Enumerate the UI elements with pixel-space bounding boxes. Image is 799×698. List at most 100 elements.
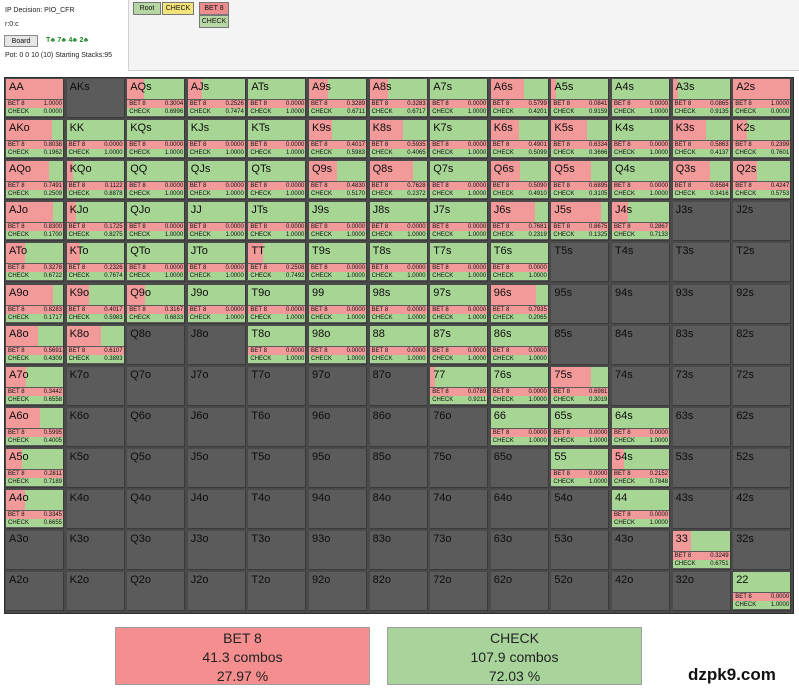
hand-cell[interactable]: QTs BET 8 0.0000 CHECK 1.0000 bbox=[248, 161, 307, 201]
hand-cell[interactable]: K4s BET 8 0.0000 CHECK 1.0000 bbox=[612, 120, 670, 160]
hand-cell[interactable]: 86s BET 8 0.0000 CHECK 1.0000 bbox=[490, 325, 549, 365]
tree-node-check-2[interactable]: CHECK bbox=[199, 15, 229, 28]
check-summary-box[interactable]: CHECK 107.9 combos 72.03 % bbox=[387, 627, 642, 685]
hand-cell[interactable]: K3s BET 8 0.5863 CHECK 0.4137 bbox=[672, 120, 731, 160]
hand-cell[interactable]: 76o bbox=[430, 407, 489, 447]
hand-cell[interactable]: 97s BET 8 0.0000 CHECK 1.0000 bbox=[430, 284, 489, 324]
hand-cell[interactable]: 83s bbox=[672, 325, 731, 365]
hand-cell[interactable]: 88 BET 8 0.0000 CHECK 1.0000 bbox=[369, 325, 428, 365]
hand-cell[interactable]: Q9o BET 8 0.3167 CHECK 0.6833 bbox=[127, 284, 186, 324]
hand-cell[interactable]: A8o BET 8 0.5691 CHECK 0.4309 bbox=[6, 325, 64, 365]
hand-cell[interactable]: 72s bbox=[733, 366, 792, 406]
hand-cell[interactable]: 43s bbox=[672, 490, 731, 529]
hand-cell[interactable]: J2o bbox=[187, 572, 246, 612]
hand-cell[interactable]: 66 BET 8 0.0000 CHECK 1.0000 bbox=[490, 407, 549, 447]
board-button[interactable]: Board bbox=[4, 35, 38, 47]
hand-cell[interactable]: QJs BET 8 0.0000 CHECK 1.0000 bbox=[187, 161, 246, 201]
hand-cell[interactable]: T2s bbox=[733, 243, 792, 283]
hand-cell[interactable]: A3s BET 8 0.0865 CHECK 0.9135 bbox=[672, 79, 731, 118]
hand-cell[interactable]: T7s BET 8 0.0000 CHECK 1.0000 bbox=[430, 243, 489, 283]
hand-cell[interactable]: K8o BET 8 0.6107 CHECK 0.3893 bbox=[66, 325, 125, 365]
hand-cell[interactable]: 94o bbox=[309, 490, 367, 529]
hand-cell[interactable]: T4s bbox=[612, 243, 670, 283]
hand-cell[interactable]: A2s BET 8 1.0000 CHECK 0.0000 bbox=[733, 79, 792, 118]
hand-cell[interactable]: Q3o bbox=[127, 531, 186, 571]
hand-cell[interactable]: J4o bbox=[187, 490, 246, 529]
hand-cell[interactable]: K2s BET 8 0.2399 CHECK 0.7601 bbox=[733, 120, 792, 160]
hand-cell[interactable]: A5s BET 8 0.0841 CHECK 0.9159 bbox=[551, 79, 610, 118]
hand-cell[interactable]: Q7o bbox=[127, 366, 186, 406]
hand-cell[interactable]: T5s bbox=[551, 243, 610, 283]
hand-cell[interactable]: J5s BET 8 0.8675 CHECK 0.1325 bbox=[551, 202, 610, 242]
hand-cell[interactable]: 96s BET 8 0.7935 CHECK 0.2065 bbox=[490, 284, 549, 324]
hand-cell[interactable]: Q9s BET 8 0.4830 CHECK 0.5170 bbox=[309, 161, 367, 201]
hand-cell[interactable]: 83o bbox=[369, 531, 428, 571]
hand-cell[interactable]: AKs bbox=[66, 79, 125, 118]
hand-cell[interactable]: 65o bbox=[490, 448, 549, 488]
bet-summary-box[interactable]: BET 8 41.3 combos 27.97 % bbox=[115, 627, 370, 685]
hand-cell[interactable]: Q5s BET 8 0.6895 CHECK 0.3105 bbox=[551, 161, 610, 201]
hand-cell[interactable]: ATs BET 8 0.0000 CHECK 1.0000 bbox=[248, 79, 307, 118]
hand-cell[interactable]: Q5o bbox=[127, 448, 186, 488]
hand-cell[interactable]: Q2s BET 8 0.4247 CHECK 0.5753 bbox=[733, 161, 792, 201]
hand-cell[interactable]: K9o BET 8 0.4017 CHECK 0.5983 bbox=[66, 284, 125, 324]
hand-cell[interactable]: 75s BET 8 0.6981 CHECK 0.3019 bbox=[551, 366, 610, 406]
hand-cell[interactable]: T3s bbox=[672, 243, 731, 283]
hand-cell[interactable]: 93s bbox=[672, 284, 731, 324]
hand-cell[interactable]: J9o BET 8 0.0000 CHECK 1.0000 bbox=[187, 284, 246, 324]
hand-cell[interactable]: K6s BET 8 0.4901 CHECK 0.5099 bbox=[490, 120, 549, 160]
hand-cell[interactable]: Q8o bbox=[127, 325, 186, 365]
hand-cell[interactable]: Q6s BET 8 0.5090 CHECK 0.4910 bbox=[490, 161, 549, 201]
hand-cell[interactable]: 87s BET 8 0.0000 CHECK 1.0000 bbox=[430, 325, 489, 365]
hand-cell[interactable]: 96o bbox=[309, 407, 367, 447]
hand-cell[interactable]: T8o BET 8 0.0000 CHECK 1.0000 bbox=[248, 325, 307, 365]
hand-cell[interactable]: 85s bbox=[551, 325, 610, 365]
hand-cell[interactable]: 43o bbox=[612, 531, 670, 571]
hand-cell[interactable]: Q4s BET 8 0.0000 CHECK 1.0000 bbox=[612, 161, 670, 201]
hand-cell[interactable]: 22 BET 8 0.0000 CHECK 1.0000 bbox=[733, 572, 792, 612]
hand-cell[interactable]: 92o bbox=[309, 572, 367, 612]
hand-cell[interactable]: QTo BET 8 0.0000 CHECK 1.0000 bbox=[127, 243, 186, 283]
hand-cell[interactable]: 63o bbox=[490, 531, 549, 571]
hand-cell[interactable]: Q4o bbox=[127, 490, 186, 529]
hand-cell[interactable]: 72o bbox=[430, 572, 489, 612]
hand-cell[interactable]: T6o bbox=[248, 407, 307, 447]
hand-cell[interactable]: Q2o bbox=[127, 572, 186, 612]
hand-cell[interactable]: J7s BET 8 0.0000 CHECK 1.0000 bbox=[430, 202, 489, 242]
hand-cell[interactable]: 84o bbox=[369, 490, 428, 529]
hand-cell[interactable]: AQs BET 8 0.3004 CHECK 0.6996 bbox=[127, 79, 186, 118]
hand-cell[interactable]: 42s bbox=[733, 490, 792, 529]
hand-cell[interactable]: A6s BET 8 0.5799 CHECK 0.4201 bbox=[490, 79, 549, 118]
hand-cell[interactable]: AA BET 8 1.0000 CHECK 0.0000 bbox=[6, 79, 64, 118]
hand-cell[interactable]: J3s bbox=[672, 202, 731, 242]
hand-cell[interactable]: A9s BET 8 0.3289 CHECK 0.6711 bbox=[309, 79, 367, 118]
hand-cell[interactable]: Q6o bbox=[127, 407, 186, 447]
hand-cell[interactable]: 64s BET 8 0.0000 CHECK 1.0000 bbox=[612, 407, 670, 447]
hand-cell[interactable]: 84s bbox=[612, 325, 670, 365]
hand-cell[interactable]: KTo BET 8 0.2326 CHECK 0.7674 bbox=[66, 243, 125, 283]
hand-cell[interactable]: 86o bbox=[369, 407, 428, 447]
hand-cell[interactable]: K6o bbox=[66, 407, 125, 447]
hand-cell[interactable]: 74s bbox=[612, 366, 670, 406]
hand-cell[interactable]: TT BET 8 0.2508 CHECK 0.7492 bbox=[248, 243, 307, 283]
hand-cell[interactable]: K5s BET 8 0.6334 CHECK 0.3666 bbox=[551, 120, 610, 160]
hand-cell[interactable]: KK BET 8 0.0000 CHECK 1.0000 bbox=[66, 120, 125, 160]
hand-cell[interactable]: KJo BET 8 0.1725 CHECK 0.8275 bbox=[66, 202, 125, 242]
hand-cell[interactable]: 82s bbox=[733, 325, 792, 365]
hand-cell[interactable]: J6o bbox=[187, 407, 246, 447]
hand-cell[interactable]: A7o BET 8 0.3442 CHECK 0.6558 bbox=[6, 366, 64, 406]
hand-cell[interactable]: 92s bbox=[733, 284, 792, 324]
hand-cell[interactable]: J3o bbox=[187, 531, 246, 571]
hand-cell[interactable]: 54o bbox=[551, 490, 610, 529]
hand-cell[interactable]: A4s BET 8 0.0000 CHECK 1.0000 bbox=[612, 79, 670, 118]
hand-cell[interactable]: K5o bbox=[66, 448, 125, 488]
hand-cell[interactable]: 65s BET 8 0.0000 CHECK 1.0000 bbox=[551, 407, 610, 447]
hand-cell[interactable]: A7s BET 8 0.0000 CHECK 1.0000 bbox=[430, 79, 489, 118]
hand-cell[interactable]: KQs BET 8 0.0000 CHECK 1.0000 bbox=[127, 120, 186, 160]
hand-cell[interactable]: T9o BET 8 0.0000 CHECK 1.0000 bbox=[248, 284, 307, 324]
hand-cell[interactable]: K7o bbox=[66, 366, 125, 406]
hand-cell[interactable]: 74o bbox=[430, 490, 489, 529]
hand-cell[interactable]: 75o bbox=[430, 448, 489, 488]
hand-cell[interactable]: 52s bbox=[733, 448, 792, 488]
hand-cell[interactable]: A3o bbox=[6, 531, 64, 571]
